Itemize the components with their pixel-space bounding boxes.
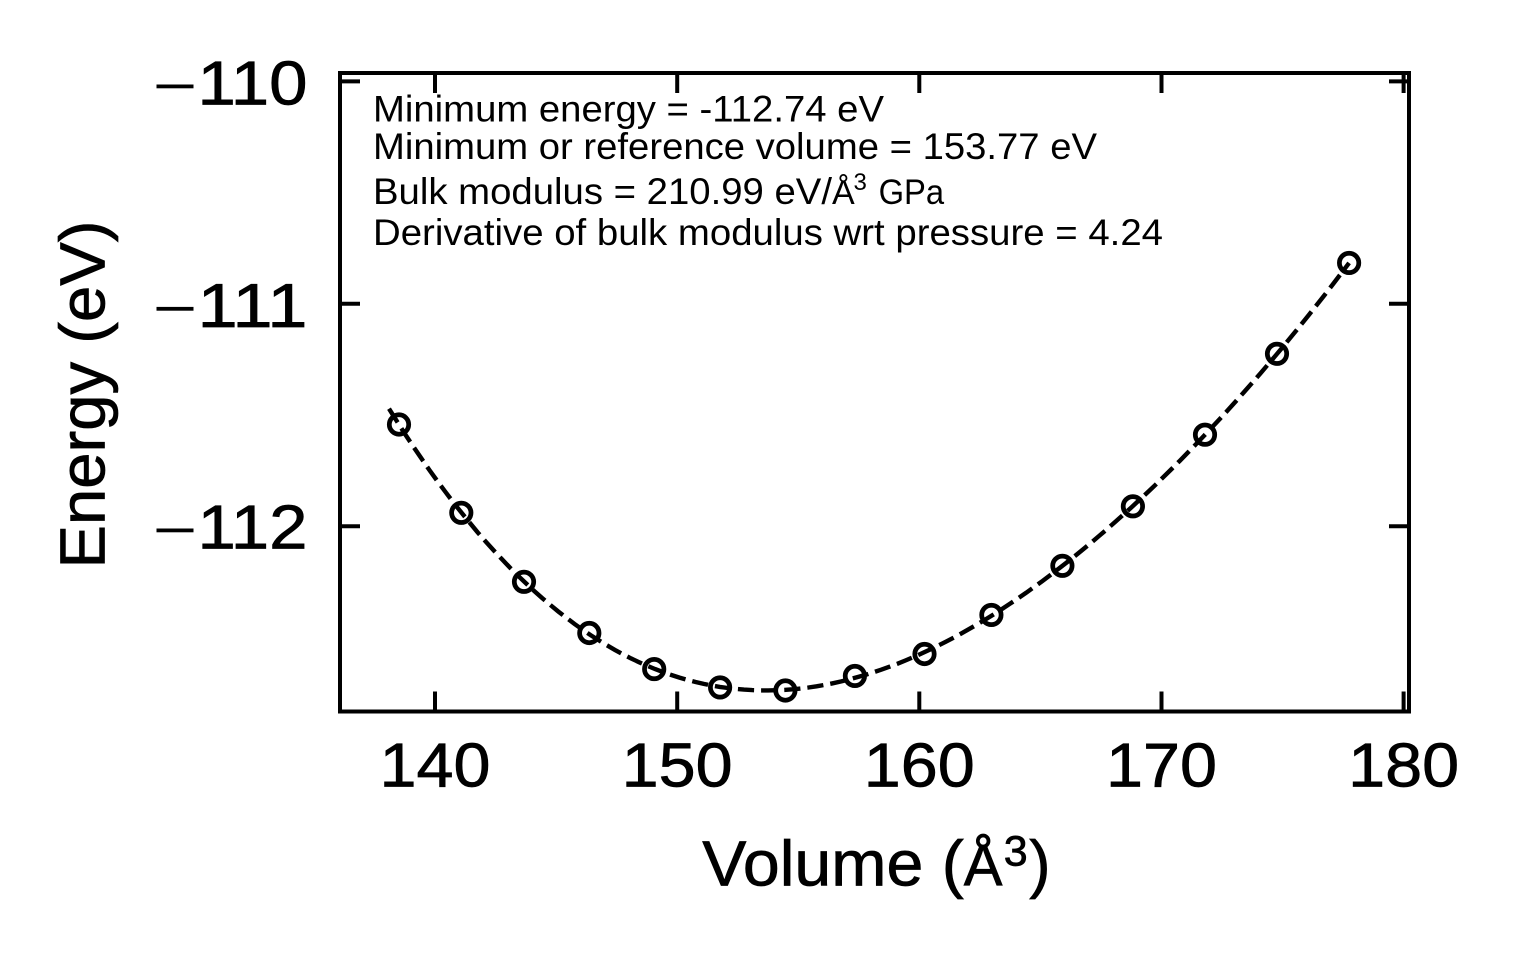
svg-text:150: 150 xyxy=(622,732,733,801)
svg-text:140: 140 xyxy=(380,732,491,801)
svg-text:Minimum energy = -112.74 eV: Minimum energy = -112.74 eV xyxy=(373,89,884,130)
svg-text:Minimum or reference volume =: Minimum or reference volume = 153.77 eV xyxy=(373,126,1097,167)
svg-text:Å: Å xyxy=(832,174,855,212)
svg-text:Volume (: Volume ( xyxy=(702,828,964,900)
svg-text:Energy (eV): Energy (eV) xyxy=(47,221,119,569)
svg-text:3: 3 xyxy=(854,169,867,196)
svg-text:3: 3 xyxy=(1004,828,1028,876)
svg-text:160: 160 xyxy=(864,732,975,801)
svg-text:): ) xyxy=(1029,828,1050,900)
svg-text:Bulk modulus = 210.99 eV/: Bulk modulus = 210.99 eV/ xyxy=(373,171,833,212)
svg-text:180: 180 xyxy=(1348,732,1459,801)
svg-text:170: 170 xyxy=(1106,732,1217,801)
svg-text:Å: Å xyxy=(964,834,1003,899)
svg-text:112: 112 xyxy=(198,494,308,563)
svg-text:110: 110 xyxy=(198,50,308,119)
svg-text:111: 111 xyxy=(198,272,308,341)
svg-text:GPa: GPa xyxy=(879,173,945,212)
svg-text:Derivative of bulk modulus wrt: Derivative of bulk modulus wrt pressure … xyxy=(373,212,1163,253)
